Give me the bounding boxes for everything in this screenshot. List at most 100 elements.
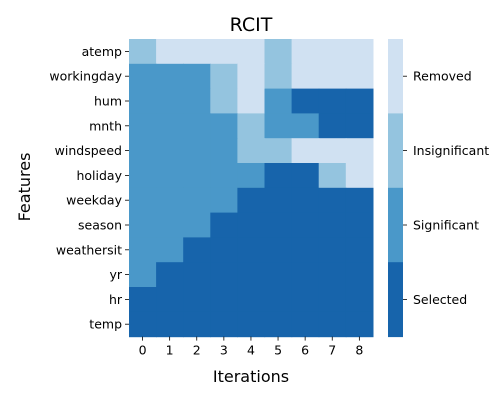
heatmap-cell: [183, 63, 211, 90]
heatmap-cell: [156, 138, 184, 164]
heatmap-cell: [264, 163, 293, 189]
heatmap-cell: [264, 262, 293, 288]
heatmap-cell: [210, 138, 238, 164]
y-tick-label: atemp: [82, 44, 122, 59]
y-tick-label: yr: [109, 267, 122, 282]
heatmap-cell: [210, 88, 238, 114]
heatmap-cell: [183, 39, 211, 65]
colorbar-segment: [388, 113, 403, 189]
heatmap-cell: [345, 113, 374, 139]
x-tick-label: 0: [139, 343, 147, 358]
heatmap-cell: [237, 163, 266, 189]
heatmap-cell: [237, 262, 266, 288]
heatmap-cell: [291, 88, 320, 114]
y-tick-label: weekday: [66, 193, 122, 208]
heatmap-cell: [129, 311, 157, 338]
legend-label: Significant: [413, 218, 479, 233]
heatmap-cell: [156, 39, 184, 65]
heatmap-cell: [129, 163, 157, 189]
heatmap-cell: [210, 262, 238, 288]
heatmap-cells: [129, 39, 374, 338]
x-tick-label: 1: [166, 343, 174, 358]
heatmap-cell: [264, 39, 293, 65]
heatmap-cell: [318, 311, 347, 338]
heatmap-cell: [129, 113, 157, 139]
heatmap-cell: [318, 262, 347, 288]
heatmap-cell: [291, 311, 320, 338]
y-tick-label: workingday: [49, 69, 122, 84]
heatmap-cell: [345, 287, 374, 313]
x-axis-label: Iterations: [213, 367, 289, 386]
legend-label: Removed: [413, 69, 472, 84]
heatmap-cell: [345, 163, 374, 189]
heatmap-cell: [345, 262, 374, 288]
x-tick-label: 5: [274, 343, 282, 358]
heatmap-cell: [129, 212, 157, 238]
heatmap-cell: [183, 212, 211, 238]
heatmap-cell: [318, 187, 347, 214]
heatmap-cell: [318, 237, 347, 263]
x-tick-label: 6: [301, 343, 309, 358]
heatmap-cell: [210, 39, 238, 65]
heatmap-cell: [237, 311, 266, 338]
heatmap-cell: [210, 237, 238, 263]
heatmap-cell: [291, 237, 320, 263]
heatmap-cell: [156, 63, 184, 90]
x-tick-label: 2: [193, 343, 201, 358]
heatmap-cell: [291, 138, 320, 164]
y-axis-label: Features: [15, 153, 34, 222]
heatmap-cell: [237, 287, 266, 313]
heatmap-cell: [345, 311, 374, 338]
heatmap-cell: [318, 138, 347, 164]
heatmap-cell: [291, 212, 320, 238]
heatmap-cell: [291, 63, 320, 90]
heatmap-cell: [129, 287, 157, 313]
heatmap-cell: [183, 163, 211, 189]
heatmap-cell: [318, 39, 347, 65]
heatmap-cell: [129, 88, 157, 114]
x-tick-labels: 0 1 2 3 4 5 6 7 8: [139, 336, 363, 358]
chart-title: RCIT: [230, 14, 273, 36]
heatmap-cell: [156, 287, 184, 313]
heatmap-cell: [183, 311, 211, 338]
colorbar-segment: [388, 262, 403, 338]
heatmap-cell: [156, 237, 184, 263]
heatmap-cell: [129, 237, 157, 263]
heatmap-cell: [291, 187, 320, 214]
heatmap-cell: [183, 187, 211, 214]
heatmap-cell: [291, 39, 320, 65]
heatmap-cell: [210, 163, 238, 189]
heatmap-cell: [264, 287, 293, 313]
heatmap-cell: [237, 39, 266, 65]
heatmap-cell: [156, 311, 184, 338]
heatmap-cell: [264, 311, 293, 338]
y-tick-labels: atemp workingday hum mnth windspeed holiday we…: [49, 44, 129, 332]
heatmap-cell: [183, 113, 211, 139]
x-tick-label: 7: [328, 343, 336, 358]
y-tick-label: season: [78, 218, 122, 233]
y-tick-label: hr: [109, 292, 123, 307]
heatmap-cell: [237, 138, 266, 164]
colorbar-segment: [388, 187, 403, 263]
heatmap-cell: [183, 287, 211, 313]
heatmap-cell: [156, 187, 184, 214]
heatmap-cell: [156, 262, 184, 288]
heatmap-cell: [264, 212, 293, 238]
heatmap-cell: [237, 63, 266, 90]
heatmap-cell: [318, 287, 347, 313]
heatmap-cell: [291, 163, 320, 189]
y-tick-label: mnth: [89, 118, 122, 133]
heatmap-cell: [210, 311, 238, 338]
colorbar-legend: Removed Insignificant Significant Selected: [388, 39, 489, 338]
legend-label: Selected: [413, 292, 467, 307]
heatmap-cell: [156, 88, 184, 114]
heatmap-cell: [318, 163, 347, 189]
heatmap-cell: [129, 187, 157, 214]
heatmap-cell: [345, 63, 374, 90]
heatmap-cell: [264, 63, 293, 90]
heatmap-cell: [237, 237, 266, 263]
heatmap-cell: [345, 39, 374, 65]
heatmap-cell: [345, 138, 374, 164]
heatmap-cell: [345, 187, 374, 214]
